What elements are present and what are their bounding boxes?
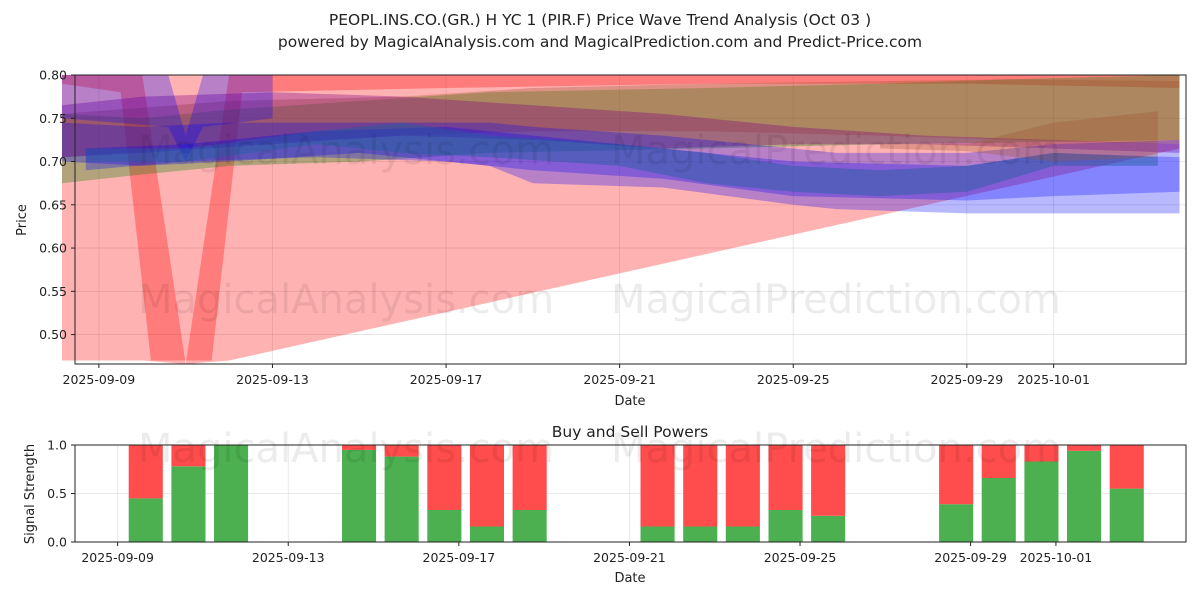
watermark-prediction-bottom: MagicalPrediction.com xyxy=(611,426,1061,472)
price-x-label: Date xyxy=(614,394,645,409)
sell-bar-10 xyxy=(725,445,760,527)
buy-bar-4 xyxy=(384,456,419,542)
chart-title: PEOPL.INS.CO.(GR.) H YC 1 (PIR.F) Price … xyxy=(329,11,871,29)
band-red-lower xyxy=(62,75,1180,364)
buy-bar-7 xyxy=(512,510,547,542)
price-ytick-label-6: 0.80 xyxy=(39,68,67,83)
price-ytick-label-4: 0.70 xyxy=(39,154,67,169)
band-blue-mid xyxy=(85,126,1180,201)
signal-xtick-label-6: 2025-10-01 xyxy=(1020,550,1093,565)
sell-bar-14 xyxy=(981,445,1016,478)
sell-bar-4 xyxy=(384,445,419,457)
sell-bar-17 xyxy=(1109,445,1144,489)
sell-bar-12 xyxy=(811,445,846,516)
price-chart: MagicalAnalysis.com MagicalPrediction.co… xyxy=(15,68,1187,409)
price-y-label: Price xyxy=(15,204,30,236)
sell-bar-7 xyxy=(512,445,547,510)
signal-y-ticks: 0.0 0.5 1.0 xyxy=(47,438,75,550)
signal-xtick-label-4: 2025-09-25 xyxy=(764,550,837,565)
signal-ytick-label-1: 0.5 xyxy=(47,486,67,501)
signal-chart: Buy and Sell Powers MagicalAnalysis.com … xyxy=(23,423,1187,586)
watermark-prediction-mid: MagicalPrediction.com xyxy=(611,277,1061,323)
price-xtick-label-2: 2025-09-17 xyxy=(410,372,483,387)
band-darkblue xyxy=(85,122,1158,197)
sell-bar-3 xyxy=(342,445,377,450)
watermark-analysis-bottom: MagicalAnalysis.com xyxy=(138,426,554,472)
buy-bar-9 xyxy=(683,526,718,542)
signal-bars xyxy=(128,445,1144,542)
band-brown-top xyxy=(880,111,1158,162)
watermark-prediction-top: MagicalPrediction.com xyxy=(611,128,1061,174)
band-red-wide xyxy=(62,75,1180,361)
buy-bar-5 xyxy=(427,510,462,542)
sell-bar-11 xyxy=(768,445,803,510)
signal-y-label: Signal Strength xyxy=(23,444,38,544)
price-xtick-label-5: 2025-09-29 xyxy=(931,372,1004,387)
buy-bar-16 xyxy=(1067,450,1102,542)
sell-bar-0 xyxy=(128,445,163,499)
signal-xtick-label-1: 2025-09-13 xyxy=(252,550,325,565)
signal-xtick-label-5: 2025-09-29 xyxy=(934,550,1007,565)
band-green xyxy=(62,75,1180,184)
buy-bar-6 xyxy=(469,526,504,542)
buy-bar-2 xyxy=(214,445,249,542)
watermark-analysis-mid: MagicalAnalysis.com xyxy=(138,277,554,323)
sell-bar-5 xyxy=(427,445,462,510)
sell-bar-16 xyxy=(1067,445,1102,451)
price-x-ticks: 2025-09-09 2025-09-13 2025-09-17 2025-09-21… xyxy=(63,364,1090,387)
price-y-ticks: 0.50 0.55 0.60 0.65 0.70 0.75 0.80 xyxy=(39,68,75,342)
buy-bar-13 xyxy=(939,504,974,542)
signal-ytick-label-2: 1.0 xyxy=(47,438,67,453)
buy-bar-0 xyxy=(128,498,163,542)
signal-xtick-label-0: 2025-09-09 xyxy=(81,550,154,565)
sell-bar-6 xyxy=(469,445,504,527)
sell-bar-1 xyxy=(171,445,206,467)
band-brown xyxy=(62,79,1180,158)
signal-chart-title: Buy and Sell Powers xyxy=(552,423,709,441)
watermark-analysis-top: MagicalAnalysis.com xyxy=(138,128,554,174)
band-blue-spike xyxy=(62,75,273,162)
buy-bar-14 xyxy=(981,478,1016,542)
price-xtick-label-3: 2025-09-21 xyxy=(583,372,656,387)
price-ytick-label-1: 0.55 xyxy=(39,284,67,299)
sell-bar-9 xyxy=(683,445,718,527)
sell-bar-15 xyxy=(1024,445,1059,462)
signal-x-ticks: 2025-09-09 2025-09-13 2025-09-17 2025-09-21… xyxy=(81,542,1092,565)
signal-xtick-label-2: 2025-09-17 xyxy=(423,550,496,565)
chart-subtitle: powered by MagicalAnalysis.com and Magic… xyxy=(278,33,922,51)
buy-bar-1 xyxy=(171,466,206,542)
buy-bar-8 xyxy=(640,526,675,542)
buy-bar-10 xyxy=(725,526,760,542)
signal-xtick-label-3: 2025-09-21 xyxy=(593,550,666,565)
price-xtick-label-1: 2025-09-13 xyxy=(236,372,309,387)
price-xtick-label-4: 2025-09-25 xyxy=(757,372,830,387)
price-xtick-label-6: 2025-10-01 xyxy=(1017,372,1090,387)
price-ytick-label-5: 0.75 xyxy=(39,111,67,126)
buy-bar-12 xyxy=(811,515,846,542)
band-purple xyxy=(62,92,1180,158)
band-blue-wide xyxy=(62,122,1180,214)
price-ytick-label-3: 0.65 xyxy=(39,197,67,212)
price-bands xyxy=(62,75,1180,364)
price-axes-frame xyxy=(74,74,1187,365)
buy-bar-11 xyxy=(768,510,803,542)
price-xtick-label-0: 2025-09-09 xyxy=(63,372,136,387)
signal-x-label: Date xyxy=(614,571,645,586)
price-ytick-label-0: 0.50 xyxy=(39,327,67,342)
buy-bar-15 xyxy=(1024,461,1059,542)
price-ytick-label-2: 0.60 xyxy=(39,241,67,256)
signal-ytick-label-0: 0.0 xyxy=(47,535,67,550)
buy-bar-3 xyxy=(342,449,377,542)
sell-bar-8 xyxy=(640,445,675,527)
sell-bar-13 xyxy=(939,445,974,505)
buy-bar-17 xyxy=(1109,488,1144,542)
